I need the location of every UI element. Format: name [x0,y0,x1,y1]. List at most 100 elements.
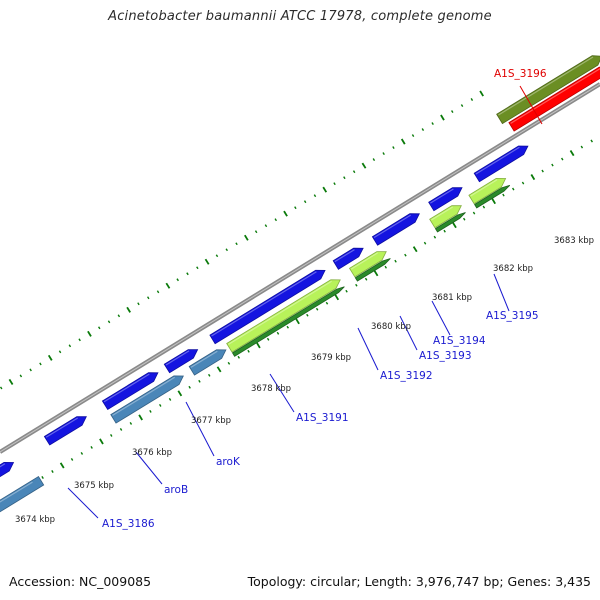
gene-arrow [348,251,387,278]
genome-backbone [0,82,600,454]
tick-label: 3674 kbp [15,515,55,525]
outer-minor-tick [294,206,297,210]
outer-minor-tick [431,122,434,125]
outer-minor-tick [98,326,101,330]
inner-minor-tick [188,385,191,389]
outer-minor-tick [78,338,81,342]
inner-minor-tick [315,307,319,311]
gene-arrow-sheen [45,417,79,438]
outer-minor-tick [303,200,307,204]
outer-minor-tick [225,248,228,252]
gene-labels: A1S_3186 aroB aroK A1S_3191 A1S_3192 A1S_3193… [102,68,547,530]
tick-label: 3678 kbp [251,384,291,394]
gene-arrow-sheen [373,214,412,239]
gene-arrow-sheen [431,206,454,221]
inner-minor-tick [276,331,280,335]
gene-arrow [354,258,391,282]
outer-minor-tick [421,128,425,131]
inner-minor-tick [561,157,564,161]
gene-arrow [468,177,507,205]
gene-label: A1S_3194 [433,335,486,347]
gene-arrow [101,372,159,411]
outer-minor-tick [107,320,111,324]
outer-major-tick [47,354,53,361]
tick-label: 3681 kbp [432,293,472,303]
inner-minor-tick [325,301,329,305]
outer-minor-tick [460,104,464,107]
inner-minor-tick [355,283,358,287]
tick-label: 3677 kbp [191,416,231,426]
gene-arrow [371,213,420,246]
outer-minor-tick [58,350,62,354]
outer-minor-tick [176,278,179,282]
inner-minor-tick [345,289,348,293]
genome-stats-text: Topology: circular; Length: 3,976,747 bp… [247,574,591,589]
inner-major-tick [99,438,104,445]
inner-minor-tick [266,337,270,341]
inner-major-tick [216,366,222,373]
inner-minor-tick [384,265,388,269]
label-leader-lines [67,85,543,519]
outer-minor-tick [215,254,219,258]
outer-major-tick [204,258,210,265]
outer-minor-tick [274,218,278,222]
inner-minor-tick [433,235,437,239]
outer-minor-tick [29,368,32,372]
inner-minor-tick [237,355,240,359]
gene-arrow [0,475,45,513]
outer-minor-tick [235,242,238,246]
tick-label: 3683 kbp [554,236,594,246]
outer-minor-tick [352,170,356,174]
gene-features [0,55,600,513]
inner-major-tick [256,342,261,349]
inner-minor-tick [364,277,368,281]
inner-minor-tick [41,476,44,479]
gene-arrow [231,286,345,357]
inner-minor-tick [512,187,515,191]
inner-major-tick [334,294,340,301]
gene-arrow-sheen [429,188,454,204]
outer-major-tick [126,306,131,313]
gene-arrow-sheen [334,249,355,263]
inner-minor-tick [158,403,162,407]
inner-major-tick [569,150,575,157]
tick-label: 3680 kbp [371,322,411,332]
inner-major-tick [530,174,536,181]
outer-major-tick [322,186,328,193]
inner-major-tick [138,414,143,421]
tick-label: 3675 kbp [74,481,114,491]
tick-label: 3679 kbp [311,353,351,363]
inner-minor-tick [590,139,593,143]
gene-label: A1S_3195 [486,310,539,322]
outer-minor-tick [137,302,140,306]
gene-arrow [43,416,87,446]
gene-label: A1S_3193 [419,350,472,362]
inner-minor-tick [51,470,54,473]
inner-minor-tick [70,458,74,461]
inner-minor-tick [482,205,486,209]
gene-label: aroK [216,456,241,468]
outer-major-tick [283,210,288,217]
inner-minor-tick [247,349,250,353]
gene-label: A1S_3192 [380,370,433,382]
gene-arrow-sheen [0,481,33,503]
inner-major-tick [412,246,418,253]
gene-arrow-sheen [165,350,190,366]
gene-arrow [110,375,184,424]
gene-leader-line [67,487,99,519]
gene-arrow [0,461,15,478]
inner-minor-tick [227,361,231,365]
inner-minor-tick [463,217,466,221]
inner-minor-tick [306,313,309,317]
outer-minor-tick [39,362,42,366]
tick-label: 3682 kbp [493,264,533,274]
gene-leader-line [399,315,418,351]
inner-minor-tick [443,229,446,233]
outer-minor-tick [451,110,454,113]
gene-arrow [429,205,462,229]
inner-major-tick [373,270,379,277]
gene-arrow [474,184,511,209]
outer-minor-tick [19,374,23,378]
outer-minor-tick [146,296,150,300]
gene-arrow-sheen [103,373,150,403]
